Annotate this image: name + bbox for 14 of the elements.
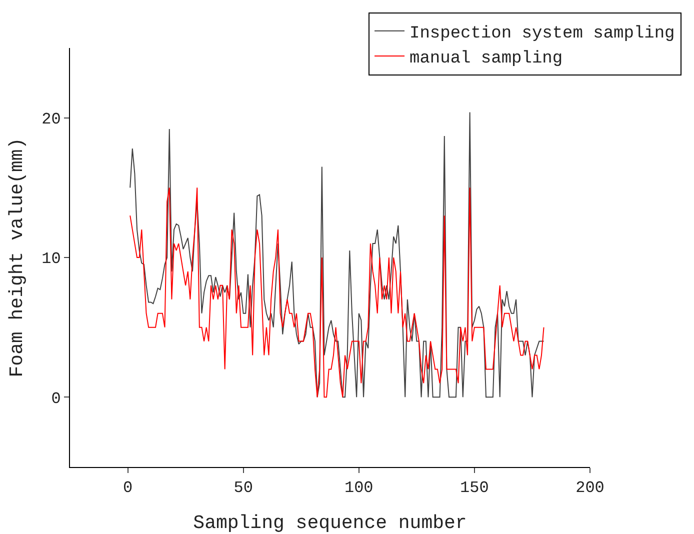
x-tick-label: 0 <box>122 479 133 498</box>
x-tick-label: 200 <box>576 479 604 498</box>
x-tick-label: 150 <box>460 479 489 498</box>
line-series <box>130 112 544 398</box>
x-tick-label: 100 <box>344 479 374 498</box>
y-tick-label: 0 <box>51 390 61 408</box>
line-series <box>130 187 544 398</box>
x-tick-label: 50 <box>234 479 253 498</box>
legend-label: manual sampling <box>410 50 563 69</box>
y-axis-title: Foam height value(mm) <box>6 138 28 378</box>
y-tick-label: 10 <box>42 250 61 268</box>
legend-label: Inspection system sampling <box>410 24 675 44</box>
x-axis-title: Sampling sequence number <box>193 512 467 534</box>
y-tick-label: 20 <box>42 110 61 128</box>
